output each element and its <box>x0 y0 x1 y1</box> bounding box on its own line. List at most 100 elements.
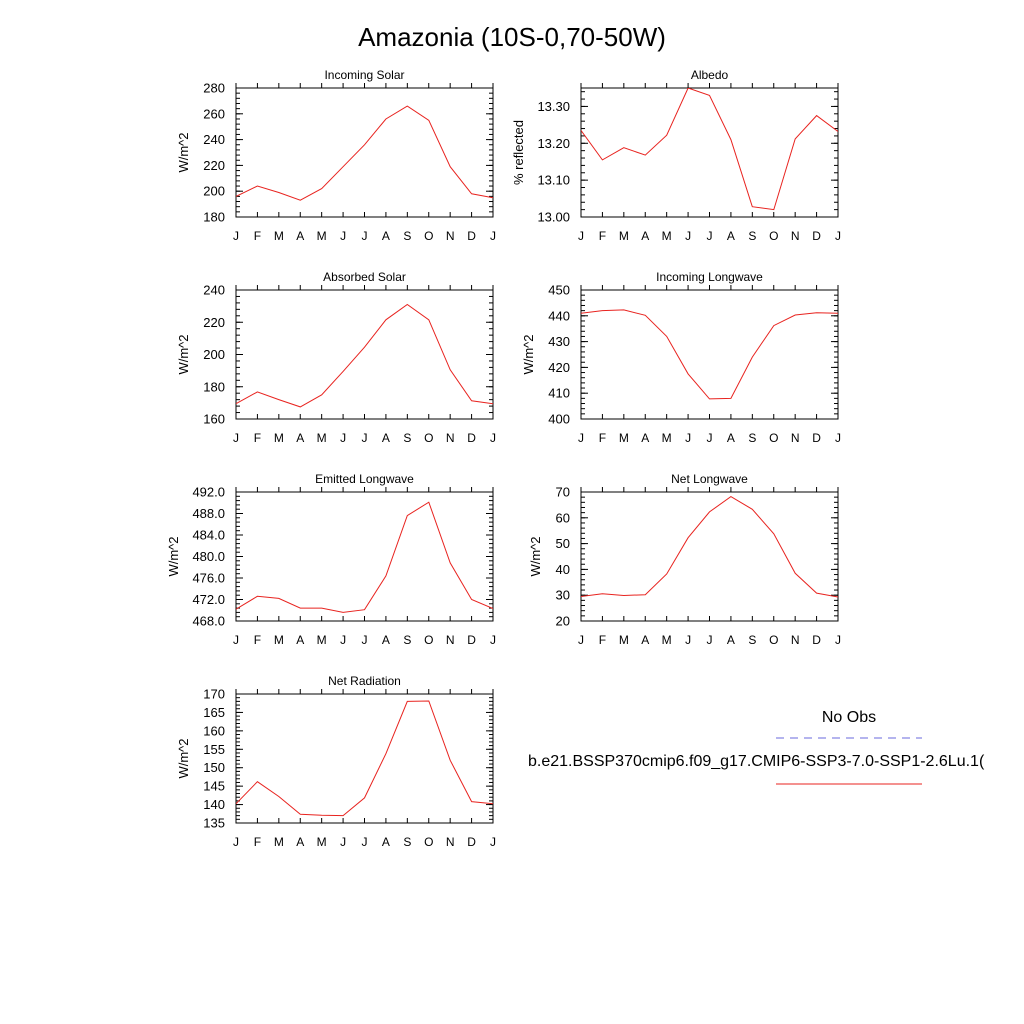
y-tick-label: 13.30 <box>537 99 570 114</box>
y-tick-label: 260 <box>203 106 225 121</box>
y-tick-label: 430 <box>548 334 570 349</box>
series-line <box>236 303 493 408</box>
y-tick-label: 200 <box>203 184 225 199</box>
x-tick-label: J <box>578 229 584 243</box>
x-tick-label: D <box>812 431 821 445</box>
x-tick-label: D <box>467 431 476 445</box>
x-tick-label: A <box>296 835 304 849</box>
x-tick-label: A <box>641 633 649 647</box>
x-tick-label: J <box>362 835 368 849</box>
x-tick-label: D <box>467 633 476 647</box>
x-tick-label: J <box>835 431 841 445</box>
x-tick-label: J <box>362 229 368 243</box>
x-tick-label: F <box>254 229 261 243</box>
x-tick-label: M <box>274 229 284 243</box>
x-tick-label: J <box>233 835 239 849</box>
x-tick-label: O <box>424 633 433 647</box>
y-tick-label: 492.0 <box>192 485 225 500</box>
figure-title: Amazonia (10S-0,70-50W) <box>358 22 666 52</box>
x-tick-label: F <box>599 633 606 647</box>
y-tick-label: 488.0 <box>192 506 225 521</box>
x-tick-label: N <box>446 835 455 849</box>
y-tick-label: 200 <box>203 347 225 362</box>
x-tick-label: J <box>340 431 346 445</box>
x-tick-label: A <box>727 633 735 647</box>
x-tick-label: A <box>296 229 304 243</box>
x-tick-label: S <box>748 633 756 647</box>
series-line <box>581 88 838 211</box>
series-line <box>236 700 493 817</box>
x-tick-label: D <box>467 835 476 849</box>
y-tick-label: 480.0 <box>192 549 225 564</box>
x-tick-label: A <box>296 633 304 647</box>
y-tick-label: 20 <box>556 614 570 629</box>
series-line <box>581 309 838 400</box>
x-tick-label: O <box>424 229 433 243</box>
y-tick-label: 70 <box>556 485 570 500</box>
x-tick-label: J <box>707 633 713 647</box>
y-tick-label: 240 <box>203 283 225 298</box>
x-tick-label: J <box>233 229 239 243</box>
y-tick-label: 60 <box>556 510 570 525</box>
x-tick-label: A <box>727 431 735 445</box>
y-tick-label: 145 <box>203 779 225 794</box>
legend: No Obs b.e21.BSSP370cmip6.f09_g17.CMIP6-… <box>528 709 985 785</box>
y-tick-label: 420 <box>548 360 570 375</box>
y-tick-label: 180 <box>203 210 225 225</box>
x-tick-label: M <box>317 633 327 647</box>
x-tick-label: J <box>578 431 584 445</box>
x-tick-label: O <box>769 431 778 445</box>
y-tick-label: 50 <box>556 536 570 551</box>
x-tick-label: J <box>578 633 584 647</box>
y-tick-label: 13.00 <box>537 210 570 225</box>
x-tick-label: A <box>641 431 649 445</box>
x-tick-label: N <box>446 633 455 647</box>
x-tick-label: F <box>254 835 261 849</box>
x-tick-label: J <box>340 229 346 243</box>
x-tick-label: F <box>599 229 606 243</box>
x-tick-label: J <box>490 431 496 445</box>
x-tick-label: F <box>254 633 261 647</box>
x-tick-label: D <box>812 633 821 647</box>
y-tick-label: 155 <box>203 742 225 757</box>
y-axis-label: % reflected <box>511 120 526 185</box>
x-tick-label: M <box>662 633 672 647</box>
y-tick-label: 135 <box>203 816 225 831</box>
x-tick-label: M <box>274 633 284 647</box>
x-tick-label: J <box>685 431 691 445</box>
x-tick-label: F <box>254 431 261 445</box>
x-tick-label: O <box>769 633 778 647</box>
y-axis-label: W/m^2 <box>176 132 191 172</box>
x-tick-label: S <box>403 431 411 445</box>
y-tick-label: 476.0 <box>192 571 225 586</box>
y-tick-label: 450 <box>548 283 570 298</box>
y-tick-label: 160 <box>203 723 225 738</box>
x-tick-label: M <box>662 431 672 445</box>
x-tick-label: M <box>619 431 629 445</box>
y-axis-label: W/m^2 <box>166 536 181 576</box>
y-tick-label: 240 <box>203 132 225 147</box>
plot-frame <box>235 491 494 622</box>
y-tick-label: 170 <box>203 687 225 702</box>
y-tick-label: 160 <box>203 412 225 427</box>
x-tick-label: O <box>424 835 433 849</box>
x-tick-label: M <box>317 431 327 445</box>
x-tick-label: O <box>769 229 778 243</box>
x-tick-label: J <box>835 229 841 243</box>
y-tick-label: 400 <box>548 412 570 427</box>
x-tick-label: J <box>233 633 239 647</box>
x-tick-label: D <box>812 229 821 243</box>
x-tick-label: J <box>490 633 496 647</box>
x-tick-label: M <box>317 229 327 243</box>
x-tick-label: N <box>791 633 800 647</box>
y-tick-label: 410 <box>548 386 570 401</box>
x-tick-label: J <box>490 229 496 243</box>
x-tick-label: A <box>727 229 735 243</box>
y-tick-label: 220 <box>203 158 225 173</box>
